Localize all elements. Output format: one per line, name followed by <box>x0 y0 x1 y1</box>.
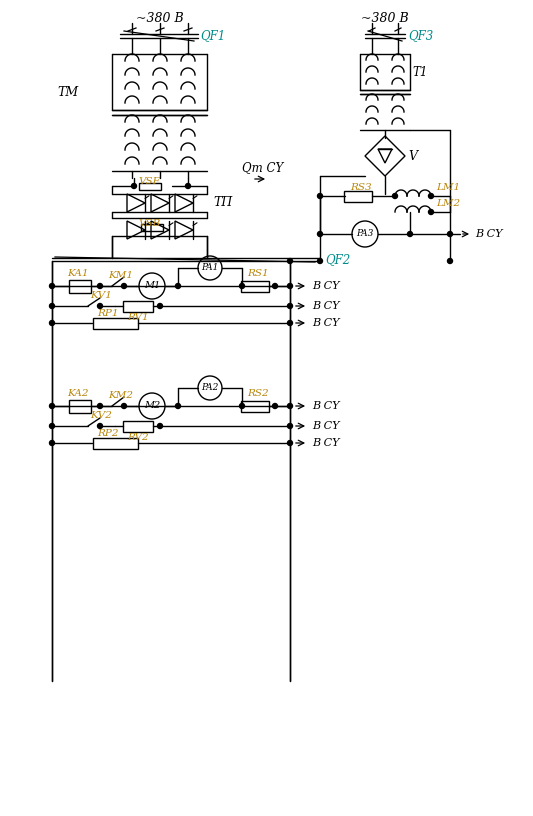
Text: B CY: B CY <box>312 421 340 431</box>
Bar <box>241 401 269 411</box>
Circle shape <box>392 193 398 198</box>
Text: QF1: QF1 <box>200 29 225 42</box>
Text: TM: TM <box>58 86 78 99</box>
Bar <box>241 281 269 291</box>
Circle shape <box>272 283 278 289</box>
Text: KA1: KA1 <box>67 269 88 278</box>
Circle shape <box>50 283 54 289</box>
Text: PA3: PA3 <box>357 229 374 238</box>
Circle shape <box>98 424 102 428</box>
Text: M2: M2 <box>144 401 160 410</box>
Text: T1: T1 <box>412 65 427 78</box>
Circle shape <box>122 403 126 409</box>
Bar <box>93 437 138 449</box>
Text: LM1: LM1 <box>436 184 460 193</box>
Circle shape <box>157 304 163 308</box>
Bar <box>141 224 163 230</box>
Circle shape <box>50 321 54 326</box>
Text: V: V <box>408 149 417 162</box>
Text: RP2: RP2 <box>97 428 118 437</box>
Circle shape <box>50 304 54 308</box>
Circle shape <box>157 424 163 428</box>
Circle shape <box>318 193 322 198</box>
Text: PA1: PA1 <box>201 264 219 273</box>
Text: VSB: VSB <box>138 220 160 228</box>
Circle shape <box>122 283 126 289</box>
Text: RV2: RV2 <box>127 433 149 442</box>
Circle shape <box>175 403 181 409</box>
Text: ТП: ТП <box>213 197 232 210</box>
Circle shape <box>448 232 453 237</box>
Bar <box>344 190 372 202</box>
Circle shape <box>98 403 102 409</box>
Circle shape <box>132 184 136 188</box>
Circle shape <box>287 424 293 428</box>
Circle shape <box>98 304 102 308</box>
Text: QF3: QF3 <box>408 29 433 42</box>
Circle shape <box>50 441 54 446</box>
Text: PA2: PA2 <box>201 384 219 392</box>
Bar <box>123 300 153 312</box>
Circle shape <box>408 232 413 237</box>
Text: B CY: B CY <box>312 401 340 411</box>
Text: B CY: B CY <box>475 229 503 239</box>
Text: RS1: RS1 <box>247 269 269 278</box>
Text: VSF: VSF <box>138 178 160 187</box>
Text: ~380 B: ~380 B <box>361 12 409 25</box>
Circle shape <box>287 321 293 326</box>
Text: B CY: B CY <box>312 318 340 328</box>
Text: B CY: B CY <box>312 281 340 291</box>
Circle shape <box>50 403 54 409</box>
Text: LM2: LM2 <box>436 199 460 209</box>
Text: RP1: RP1 <box>97 308 118 317</box>
Circle shape <box>272 403 278 409</box>
Text: RV1: RV1 <box>127 313 149 322</box>
Circle shape <box>429 193 433 198</box>
Text: KM1: KM1 <box>108 272 133 281</box>
Circle shape <box>239 403 245 409</box>
Text: KV1: KV1 <box>90 291 112 300</box>
Circle shape <box>318 232 322 237</box>
Circle shape <box>287 441 293 446</box>
Text: RS2: RS2 <box>247 389 269 398</box>
Circle shape <box>287 304 293 308</box>
Circle shape <box>50 424 54 428</box>
Text: QF2: QF2 <box>325 254 350 267</box>
Circle shape <box>175 283 181 289</box>
Text: KA2: KA2 <box>67 389 88 398</box>
Circle shape <box>429 210 433 215</box>
Circle shape <box>239 283 245 289</box>
Text: KV2: KV2 <box>90 411 112 420</box>
Circle shape <box>287 403 293 409</box>
Text: RS3: RS3 <box>350 183 372 192</box>
Circle shape <box>448 259 453 264</box>
Text: M1: M1 <box>144 282 160 290</box>
Text: B CY: B CY <box>312 438 340 448</box>
Bar <box>69 400 91 413</box>
Text: ~380 B: ~380 B <box>136 12 184 25</box>
Circle shape <box>318 259 322 264</box>
Circle shape <box>287 259 293 264</box>
Circle shape <box>185 184 190 188</box>
Circle shape <box>98 283 102 289</box>
Circle shape <box>287 283 293 289</box>
Text: B CY: B CY <box>312 301 340 311</box>
Text: KM2: KM2 <box>108 392 133 401</box>
Bar <box>123 420 153 432</box>
Bar <box>93 317 138 329</box>
Bar <box>69 280 91 292</box>
Bar <box>139 183 161 189</box>
Text: Qm CY: Qm CY <box>242 162 283 175</box>
